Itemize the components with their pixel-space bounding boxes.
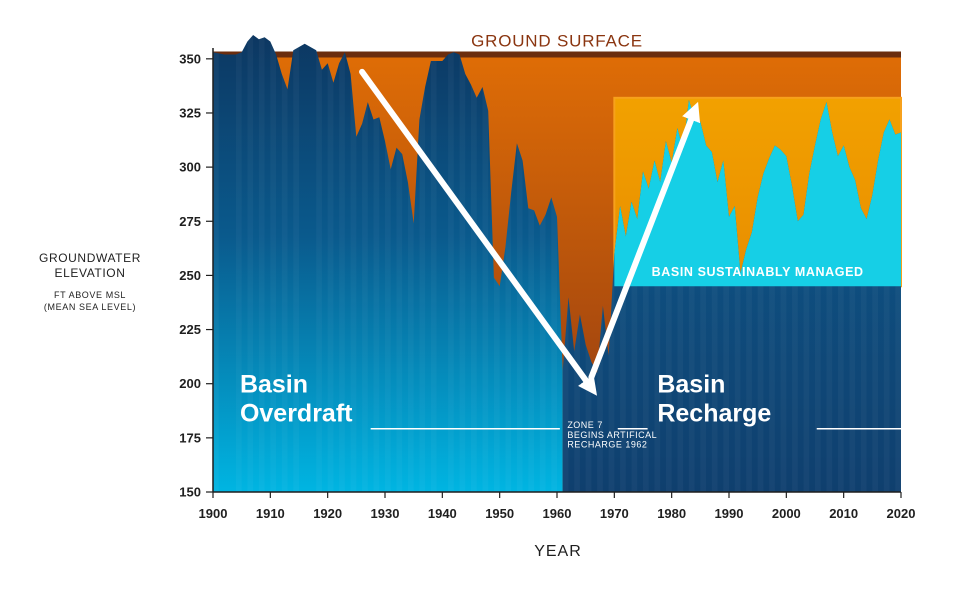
y-axis-sublabel-line2: (MEAN SEA LEVEL) (43, 302, 137, 312)
overdraft-label-line2: Overdraft (240, 400, 353, 428)
x-tick-label: 1900 (199, 506, 228, 521)
ground-surface-label: GROUND SURFACE (471, 31, 643, 50)
y-axis-label-line1: GROUNDWATER (39, 251, 141, 265)
y-axis: 150 175 200 225 250 275 300 325 350 (179, 48, 214, 500)
texture-column (431, 28, 437, 492)
sustainable-water-fill (614, 100, 901, 287)
x-axis: 1900 1910 1920 1930 1940 1950 1960 1970 1980 1990… (199, 491, 916, 521)
y-axis-sublabel: FT ABOVE MSL (MEAN SEA LEVEL) (20, 289, 160, 313)
x-tick-label: 1910 (256, 506, 285, 521)
zone7-note-line1: ZONE 7 (567, 420, 603, 430)
x-tick-label: 1970 (600, 506, 629, 521)
y-tick-label: 350 (179, 51, 201, 66)
y-tick-label: 150 (179, 485, 201, 500)
y-tick-label: 225 (179, 322, 201, 337)
overdraft-arrow (359, 68, 598, 396)
x-tick-label: 1950 (485, 506, 514, 521)
texture-column (213, 28, 219, 492)
overdraft-label-line1: Basin (240, 370, 308, 398)
y-tick-label: 250 (179, 268, 201, 283)
recharge-arrow (588, 101, 701, 381)
zone7-note-line3: RECHARGE 1962 (567, 440, 647, 450)
sustainable-water-fill-group (614, 100, 901, 287)
y-tick-label: 200 (179, 376, 201, 391)
x-tick-label: 1960 (543, 506, 572, 521)
x-tick-label: 1920 (313, 506, 342, 521)
y-tick-label: 300 (179, 160, 201, 175)
x-axis-label: YEAR (534, 543, 582, 560)
y-axis-label: GROUNDWATER ELEVATION (20, 251, 160, 281)
x-tick-label: 1990 (715, 506, 744, 521)
zone7-note-line2: BEGINS ARTIFICAL (567, 430, 657, 440)
x-tick-label: 2000 (772, 506, 801, 521)
recharge-label-line1: Basin (657, 370, 725, 398)
y-axis-label-line2: ELEVATION (54, 266, 126, 280)
x-tick-label: 2010 (829, 506, 858, 521)
x-tick-label: 1940 (428, 506, 457, 521)
texture-column (471, 28, 477, 492)
texture-column (448, 28, 454, 492)
x-tick-label: 2020 (887, 506, 916, 521)
y-tick-label: 175 (179, 430, 201, 445)
x-tick-label: 1930 (371, 506, 400, 521)
recharge-label-line2: Recharge (657, 400, 771, 428)
texture-column (460, 28, 466, 492)
ground-surface-band (213, 51, 901, 58)
y-tick-label: 325 (179, 105, 201, 120)
y-tick-label: 275 (179, 214, 201, 229)
x-tick-label: 1980 (657, 506, 686, 521)
y-axis-sublabel-line1: FT ABOVE MSL (53, 290, 127, 300)
sustainable-label: BASIN SUSTAINABLY MANAGED (652, 265, 864, 279)
